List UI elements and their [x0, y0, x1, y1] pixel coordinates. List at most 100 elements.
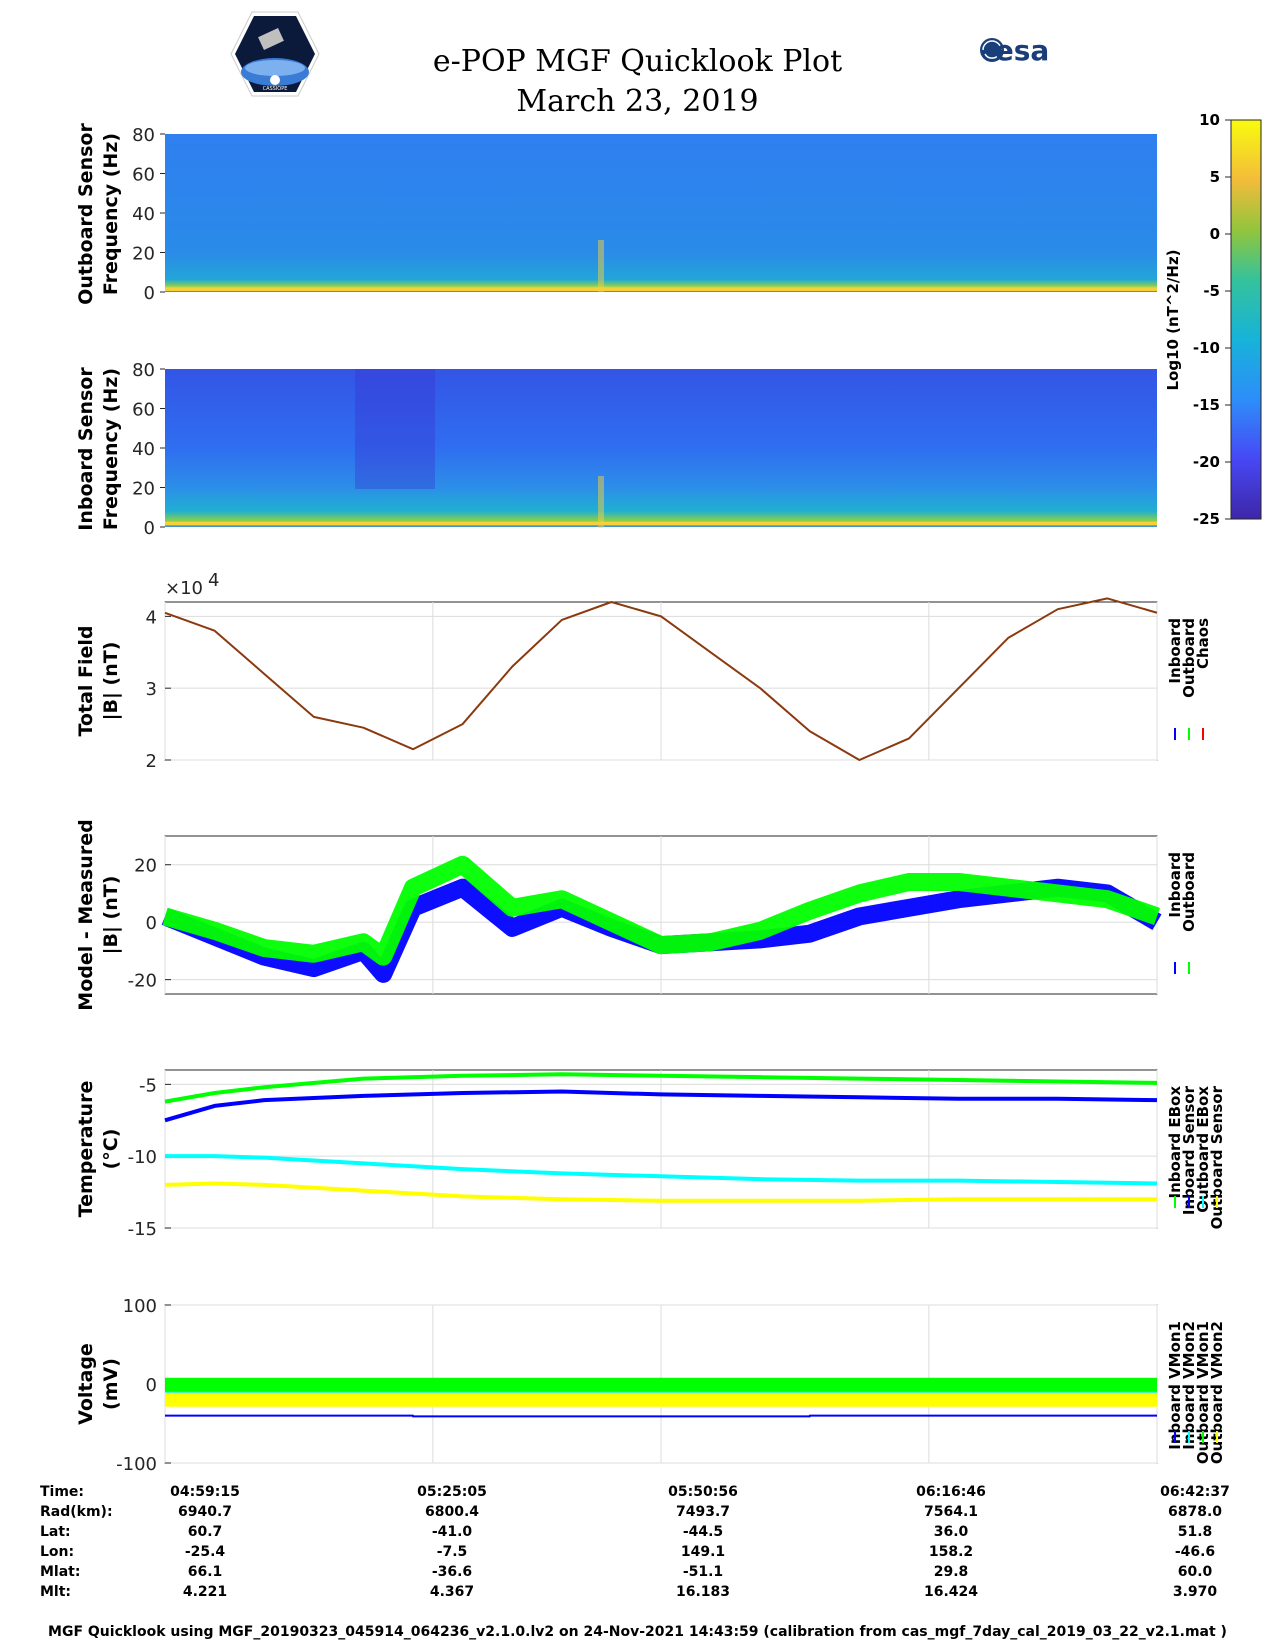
- y-tick-label: -100: [116, 1454, 157, 1475]
- temperature-panel: -5 -10 -15 Temperature (°C) Inboard EBoxInboa…: [75, 1069, 1226, 1240]
- y-tick-label: 80: [132, 125, 155, 146]
- colorbar-tick-label: -25: [1193, 510, 1220, 528]
- colorbar-gradient: [1230, 119, 1262, 520]
- y-axis-label-line1: Temperature: [75, 1081, 97, 1218]
- y-tick-label: -5: [139, 1075, 157, 1096]
- y-tick-label: 60: [132, 400, 155, 421]
- legend-entry: Outboard Sensor: [1208, 1085, 1226, 1229]
- series-line: [164, 597, 1158, 761]
- model-measured-panel: 20 0 -20 Model - Measured |B| (nT) InboardOut…: [75, 819, 1198, 1010]
- y-tick-label: 2: [146, 751, 157, 772]
- series-line: [162, 855, 1160, 966]
- y-tick-label: 0: [144, 518, 155, 539]
- y-tick-label: 40: [132, 204, 155, 225]
- legend-entry: Outboard: [1180, 618, 1198, 698]
- colorbar-tick-label: -15: [1193, 396, 1220, 414]
- orbit-cell: 05:25:05: [417, 1484, 487, 1500]
- inboard-spectrogram-panel: 80 60 40 20 0 Inboard Sensor Frequency (Hz): [75, 360, 1157, 539]
- legend-entry: Inboard EBox: [1166, 1086, 1184, 1199]
- orbit-cell: 16.183: [675, 1584, 731, 1600]
- orbit-cell: 36.0: [933, 1524, 969, 1540]
- y-tick-label: 0: [146, 913, 157, 934]
- orbit-cell: 06:42:37: [1160, 1484, 1230, 1500]
- series-line: [164, 1089, 1158, 1123]
- legend-entry: Outboard: [1180, 852, 1198, 932]
- orbit-cell: 51.8: [1177, 1524, 1213, 1540]
- orbit-cell: -44.5: [682, 1524, 724, 1540]
- inboard-ylabel-line1: Inboard Sensor: [75, 367, 97, 531]
- outboard-spectrogram-panel: 80 60 40 20 0 Outboard Sensor Frequency (Hz): [75, 123, 1157, 305]
- orbit-label: Lat:: [40, 1524, 71, 1540]
- y-axis-label-line2: (°C): [100, 1129, 122, 1170]
- y-tick-label: 20: [134, 856, 157, 877]
- colorbar-tick-label: 0: [1210, 225, 1220, 243]
- colorbar-tick-label: -5: [1203, 282, 1220, 300]
- inboard-low-band: [165, 522, 1157, 525]
- orbit-cell: 05:50:56: [668, 1484, 738, 1500]
- y-axis-label-line1: Model - Measured: [75, 819, 97, 1010]
- y-tick-label: 3: [146, 679, 157, 700]
- orbit-cell: -36.6: [431, 1564, 473, 1580]
- inboard-dark-region: [355, 369, 435, 489]
- cassiope-logo: CASSIOPE: [230, 11, 320, 97]
- exponent-power: 4: [208, 570, 219, 591]
- orbit-cell: -7.5: [436, 1544, 468, 1560]
- y-axis-label-line2: (mV): [100, 1358, 122, 1410]
- orbit-cell: 6940.7: [177, 1504, 233, 1520]
- orbit-cell: 4.367: [429, 1584, 475, 1600]
- legend-entry: Outboard VMon2: [1208, 1321, 1226, 1464]
- footer-caption: MGF Quicklook using MGF_20190323_045914_…: [48, 1624, 1227, 1640]
- y-tick-label: 20: [132, 479, 155, 500]
- y-axis-label-line1: Total Field: [75, 625, 97, 736]
- y-axis-label-line2: |B| (nT): [100, 642, 122, 721]
- series-line: [164, 1072, 1158, 1104]
- voltage-panel: 100 0 -100 Voltage (mV) Inboard VMon1Inboard …: [75, 1296, 1226, 1475]
- colorbar-tick-label: -10: [1193, 339, 1220, 357]
- legend-entry: Inboard VMon1: [1166, 1321, 1184, 1450]
- colorbar-tick-label: 10: [1199, 111, 1220, 129]
- exponent-label: ×10: [165, 578, 203, 599]
- outboard-spike: [598, 240, 604, 292]
- orbit-cell: 16.424: [923, 1584, 979, 1600]
- esa-logo: esa: [980, 34, 1048, 67]
- orbit-cell: 29.8: [933, 1564, 969, 1580]
- y-tick-label: 0: [144, 283, 155, 304]
- y-axis-label-line2: |B| (nT): [100, 876, 122, 955]
- legend-entry: Outboard EBox: [1194, 1086, 1212, 1213]
- y-tick-label: 20: [132, 244, 155, 265]
- plot-title: e-POP MGF Quicklook Plot: [432, 44, 843, 79]
- inboard-spectrogram-image: [165, 369, 1157, 527]
- outboard-ylabel-line1: Outboard Sensor: [75, 123, 97, 305]
- y-tick-label: -20: [128, 971, 157, 992]
- orbit-cell: 6878.0: [1167, 1504, 1223, 1520]
- orbit-cell: -25.4: [184, 1544, 226, 1560]
- inboard-spike: [598, 476, 604, 528]
- svg-text:esa: esa: [995, 34, 1048, 67]
- orbit-cell: 60.0: [1177, 1564, 1213, 1580]
- y-tick-label: 40: [132, 439, 155, 460]
- orbit-cell: -46.6: [1174, 1544, 1216, 1560]
- colorbar-tick-label: 5: [1210, 168, 1220, 186]
- colorbar-tick-label: -20: [1193, 453, 1220, 471]
- legend-entry: Inboard: [1166, 852, 1184, 918]
- y-axis-label-line1: Voltage: [75, 1343, 97, 1425]
- plot-date: March 23, 2019: [516, 84, 759, 119]
- orbit-cell: 158.2: [928, 1544, 974, 1560]
- y-tick-label: 4: [146, 607, 157, 628]
- orbit-cell: 3.970: [1172, 1584, 1218, 1600]
- orbit-cell: -41.0: [431, 1524, 473, 1540]
- series-line: [165, 1414, 1157, 1418]
- outboard-spectrogram-image: [165, 134, 1157, 292]
- orbit-label: Rad(km):: [40, 1504, 113, 1520]
- orbit-cell: 66.1: [187, 1564, 223, 1580]
- orbit-label: Time:: [40, 1484, 85, 1500]
- legend-entry: Outboard VMon1: [1194, 1321, 1212, 1464]
- orbit-cell: 6800.4: [424, 1504, 480, 1520]
- y-tick-label: 80: [132, 360, 155, 381]
- y-tick-label: 0: [146, 1375, 157, 1396]
- orbit-label: Lon:: [40, 1544, 75, 1560]
- orbit-label: Mlt:: [40, 1584, 72, 1600]
- orbit-cell: 06:16:46: [916, 1484, 986, 1500]
